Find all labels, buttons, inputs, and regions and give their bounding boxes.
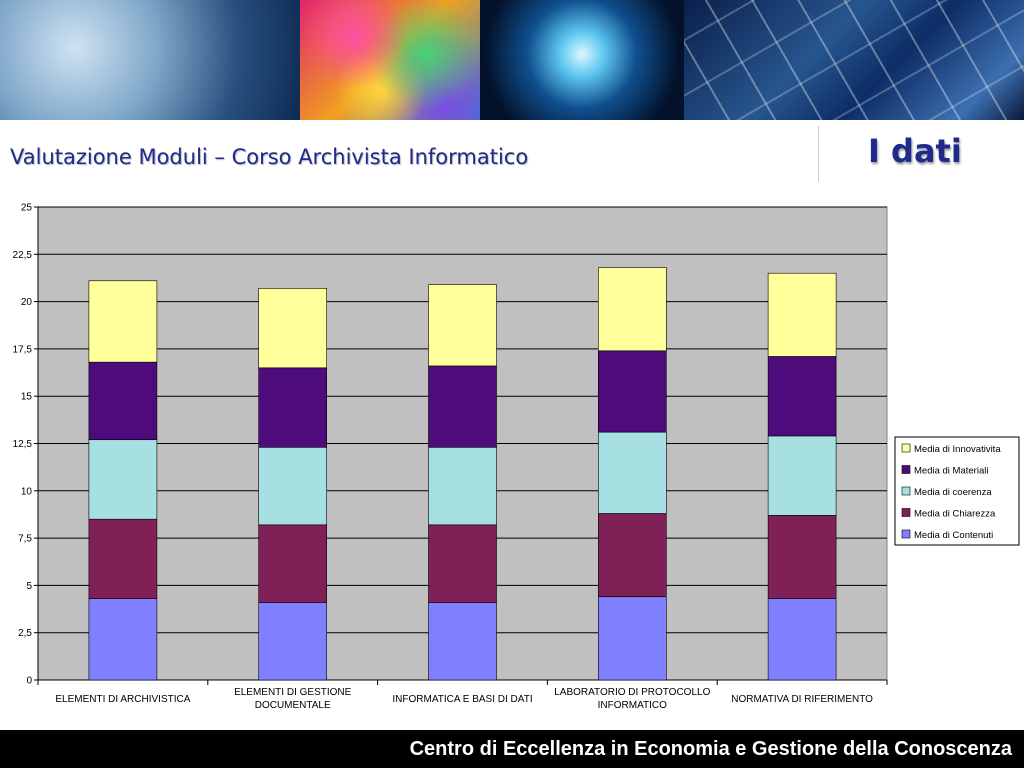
bar-segment [597, 513, 667, 598]
bar-segment [428, 446, 497, 526]
y-tick-label: 17,5 [13, 344, 33, 355]
bar-segment [88, 280, 158, 363]
y-tick-label: 0 [26, 676, 32, 687]
slide-title: I dati [868, 132, 962, 170]
bar-segment [88, 361, 158, 441]
stacked-bar-chart: 0 2,5 5 7,5 10 12,5 15 17,5 20 22,5 25 ELEMENTI DI … [13, 203, 1020, 711]
legend-label: Media di Chiarezza [914, 509, 996, 520]
bar-segment [597, 350, 667, 433]
header-banner [0, 0, 1024, 120]
bar-segment [258, 524, 328, 603]
banner-image-glass-building [684, 0, 1024, 120]
legend-label: Media di coerenza [914, 487, 992, 498]
bar-segment [258, 367, 328, 448]
bar-segment [428, 365, 497, 448]
footer-bar: Centro di Eccellenza in Economia e Gesti… [0, 730, 1024, 768]
bar-segment [258, 288, 328, 369]
y-tick-label: 10 [21, 486, 33, 497]
bar-segment [767, 598, 837, 681]
y-tick-label: 20 [21, 297, 33, 308]
y-tick-label: 25 [21, 203, 33, 214]
bar-segment [88, 439, 158, 520]
banner-image-colorful-abstract [300, 0, 480, 120]
banner-image-digital-head [480, 0, 684, 120]
bar-segment [767, 435, 837, 516]
y-tick-label: 7,5 [18, 534, 32, 545]
footer-text: Centro di Eccellenza in Economia e Gesti… [409, 738, 1012, 760]
bar-segment [767, 515, 837, 599]
x-tick-label: DOCUMENTALE [255, 700, 331, 711]
legend-label: Media di Materiali [914, 466, 988, 477]
bar-segment [428, 602, 497, 681]
bar-segment [258, 446, 328, 526]
bar-segment [428, 284, 497, 367]
x-tick-label: NORMATIVA DI RIFERIMENTO [731, 694, 873, 705]
legend-swatch [901, 465, 911, 474]
legend-swatch [901, 529, 911, 539]
legend-label: Media di Innovativita [914, 444, 1001, 455]
bar-segment [597, 431, 667, 514]
bar-segment [597, 267, 667, 352]
legend-swatch [901, 486, 911, 496]
legend-swatch [901, 508, 911, 517]
bar-segment [767, 272, 837, 357]
y-tick-label: 12,5 [13, 439, 33, 450]
legend-swatch [901, 443, 911, 453]
title-divider [818, 126, 819, 182]
x-tick-label: LABORATORIO DI PROTOCOLLO [554, 687, 710, 698]
x-tick-label: ELEMENTI DI GESTIONE [234, 687, 352, 698]
y-tick-label: 5 [26, 581, 32, 592]
bar-segment [767, 356, 837, 437]
bar-segment [597, 596, 667, 681]
y-tick-label: 22,5 [13, 250, 33, 261]
bar-segment [88, 518, 158, 599]
y-tick-label: 15 [21, 392, 33, 403]
y-tick-label: 2,5 [18, 628, 32, 639]
legend-label: Media di Contenuti [914, 530, 993, 541]
chart-legend [894, 436, 1020, 546]
x-tick-label: INFORMATICA E BASI DI DATI [392, 694, 532, 705]
bar-segment [428, 524, 497, 603]
x-tick-label: INFORMATICO [598, 700, 667, 711]
bar-segment [88, 598, 158, 681]
slide-subtitle: Valutazione Moduli – Corso Archivista In… [10, 145, 529, 169]
banner-image-world-chart [0, 0, 300, 120]
bar-segment [258, 602, 328, 681]
x-tick-label: ELEMENTI DI ARCHIVISTICA [55, 694, 190, 705]
